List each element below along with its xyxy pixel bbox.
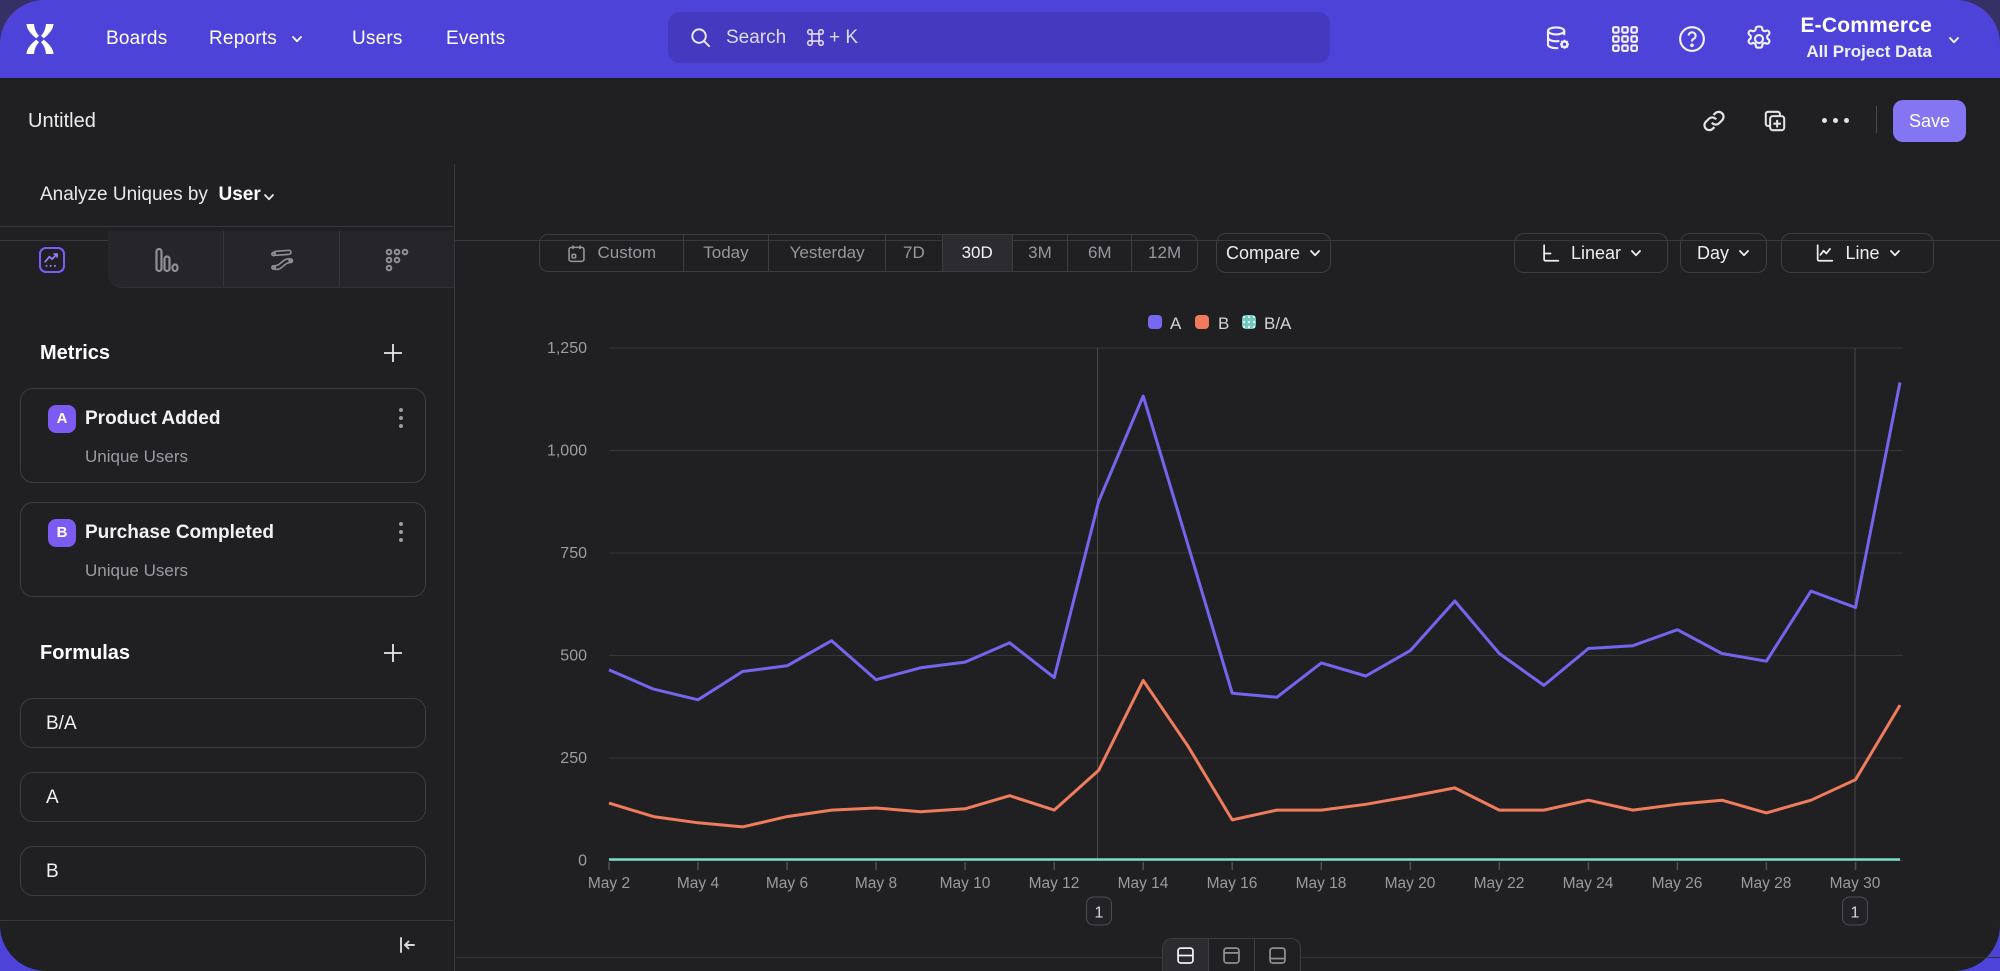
svg-text:May 14: May 14 [1118, 875, 1169, 892]
svg-text:1,250: 1,250 [547, 340, 587, 357]
svg-text:May 6: May 6 [766, 875, 808, 892]
svg-text:May 4: May 4 [677, 875, 720, 892]
svg-text:500: 500 [560, 648, 587, 665]
svg-text:May 10: May 10 [940, 875, 991, 892]
svg-text:May 8: May 8 [855, 875, 897, 892]
svg-text:1: 1 [1851, 905, 1860, 922]
svg-text:May 26: May 26 [1652, 875, 1703, 892]
svg-text:1,000: 1,000 [547, 443, 587, 460]
svg-text:May 18: May 18 [1296, 875, 1347, 892]
svg-text:May 22: May 22 [1474, 875, 1525, 892]
svg-text:May 12: May 12 [1029, 875, 1080, 892]
svg-text:May 16: May 16 [1207, 875, 1258, 892]
svg-text:0: 0 [578, 853, 587, 870]
svg-text:May 20: May 20 [1385, 875, 1436, 892]
svg-text:250: 250 [560, 750, 587, 767]
svg-text:1: 1 [1095, 905, 1104, 922]
svg-text:May 30: May 30 [1830, 875, 1881, 892]
svg-text:May 2: May 2 [588, 875, 630, 892]
svg-text:May 28: May 28 [1741, 875, 1792, 892]
svg-text:May 24: May 24 [1563, 875, 1614, 892]
svg-text:750: 750 [560, 545, 587, 562]
